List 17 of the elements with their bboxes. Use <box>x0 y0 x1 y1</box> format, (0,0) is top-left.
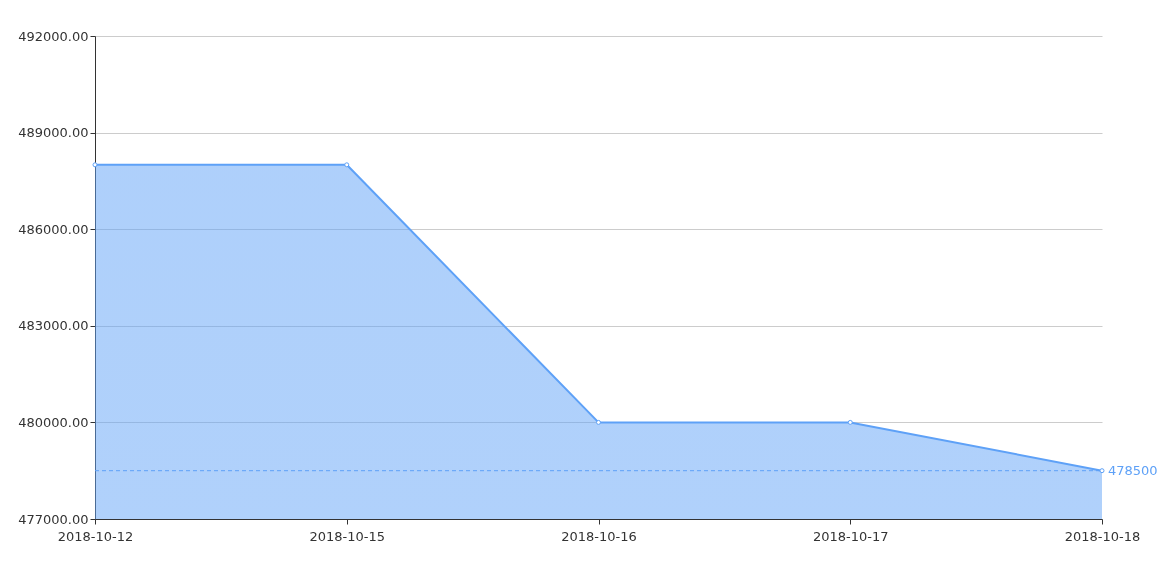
x-tick-label: 2018-10-15 <box>309 528 386 544</box>
y-tick-label: 483000.00 <box>18 318 89 334</box>
x-tick-label: 2018-10-12 <box>57 528 134 544</box>
point <box>92 162 98 168</box>
x-tick-label: 2018-10-17 <box>812 528 889 544</box>
point <box>344 162 350 168</box>
x-tick-label: 2018-10-18 <box>1064 528 1141 544</box>
y-tick-label: 489000.00 <box>18 125 89 141</box>
ref-line-label: 478500 <box>1108 462 1158 478</box>
point <box>1099 468 1105 474</box>
x-tick-label: 2018-10-16 <box>561 528 637 544</box>
point <box>596 419 601 425</box>
y-tick-label: 477000.00 <box>18 511 89 527</box>
point <box>847 419 853 425</box>
y-tick-label: 480000.00 <box>18 414 89 430</box>
y-tick-label: 486000.00 <box>18 221 89 237</box>
y-tick-label: 492000.00 <box>18 28 89 44</box>
